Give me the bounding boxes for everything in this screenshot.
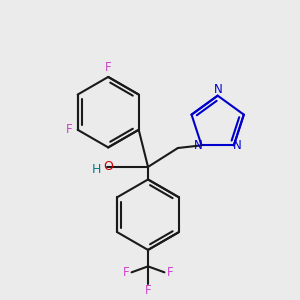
Text: F: F: [65, 123, 72, 136]
Text: N: N: [214, 82, 223, 96]
Text: N: N: [194, 140, 203, 152]
Text: N: N: [232, 140, 241, 152]
Text: F: F: [167, 266, 173, 279]
Text: F: F: [145, 284, 151, 297]
Text: F: F: [123, 266, 130, 279]
Text: H: H: [92, 163, 101, 176]
Text: F: F: [105, 61, 112, 74]
Text: O: O: [103, 160, 113, 173]
